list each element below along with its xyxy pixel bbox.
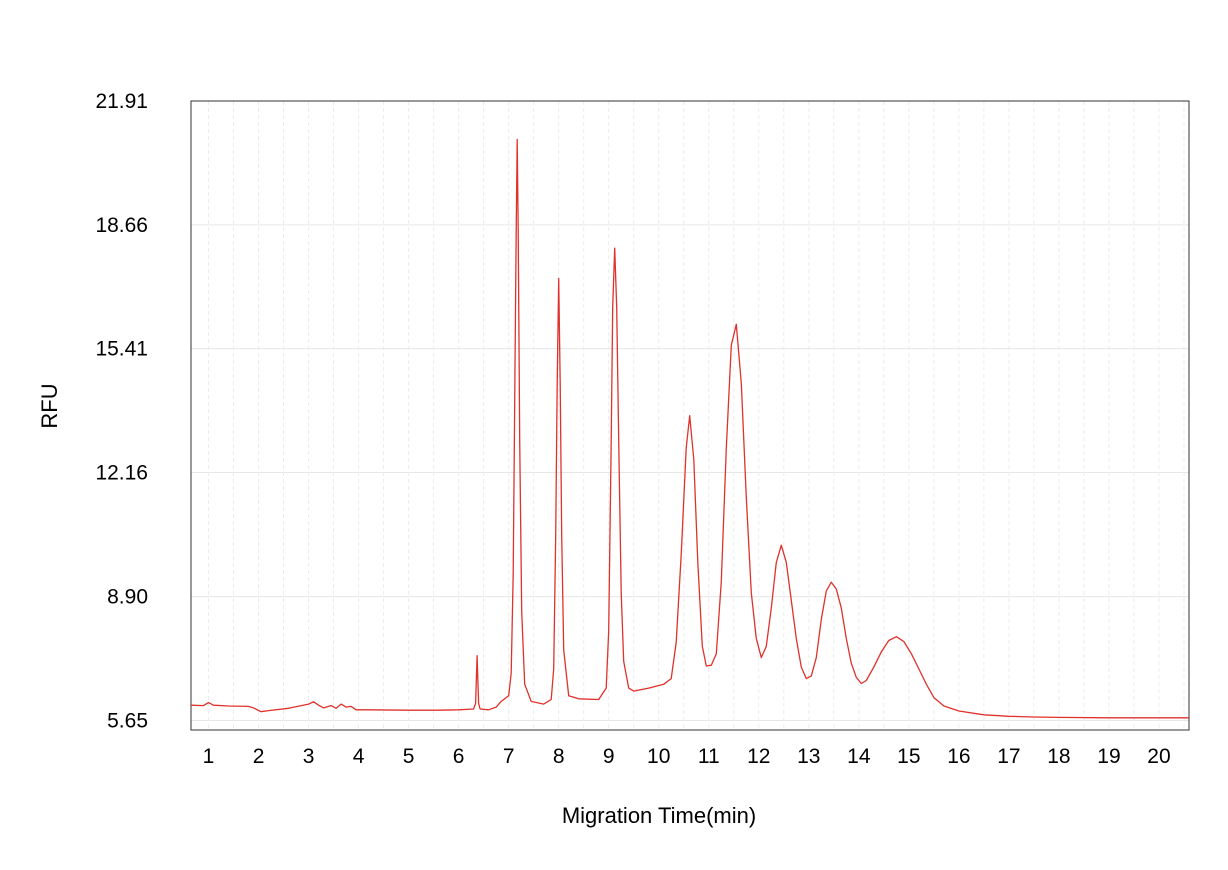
x-tick-label-15: 15 (897, 745, 920, 768)
x-tick-label-2: 2 (253, 745, 265, 768)
x-tick-label-20: 20 (1147, 745, 1170, 768)
x-tick-label-16: 16 (947, 745, 970, 768)
x-tick-label-11: 11 (698, 745, 720, 768)
x-tick-label-17: 17 (997, 745, 1020, 768)
x-tick-label-18: 18 (1047, 745, 1070, 768)
series-layer (190, 138, 1189, 719)
series-line-0 (190, 138, 1189, 719)
y-tick-label-2: 15.41 (95, 338, 148, 361)
y-tick-label-3: 12.16 (95, 461, 148, 484)
x-tick-label-13: 13 (797, 745, 820, 768)
x-tick-label-5: 5 (403, 745, 415, 768)
x-tick-label-10: 10 (647, 745, 670, 768)
y-tick-label-1: 18.66 (95, 214, 148, 237)
x-axis-title: Migration Time(min) (562, 803, 756, 828)
plot-area-frame (190, 100, 1190, 731)
x-tick-label-1: 1 (203, 745, 215, 768)
y-axis-title: RFU (37, 383, 62, 428)
x-tick-label-12: 12 (747, 745, 770, 768)
y-tick-label-5: 5.65 (107, 709, 148, 732)
x-tick-label-7: 7 (503, 745, 515, 768)
x-tick-label-3: 3 (303, 745, 315, 768)
x-tick-label-8: 8 (553, 745, 565, 768)
y-axis-tick-labels: 21.91 18.66 15.41 12.16 8.90 5.65 (95, 90, 148, 732)
x-axis-tick-labels: 1 2 3 4 5 6 7 8 9 10 11 12 13 14 15 16 17 18 19 20 (203, 745, 1171, 768)
x-tick-label-19: 19 (1097, 745, 1120, 768)
x-tick-label-9: 9 (603, 745, 615, 768)
x-tick-label-4: 4 (353, 745, 365, 768)
x-tick-label-14: 14 (847, 745, 871, 768)
y-tick-label-4: 8.90 (107, 586, 148, 609)
y-tick-label-0: 21.91 (95, 90, 148, 113)
x-tick-label-6: 6 (453, 745, 465, 768)
